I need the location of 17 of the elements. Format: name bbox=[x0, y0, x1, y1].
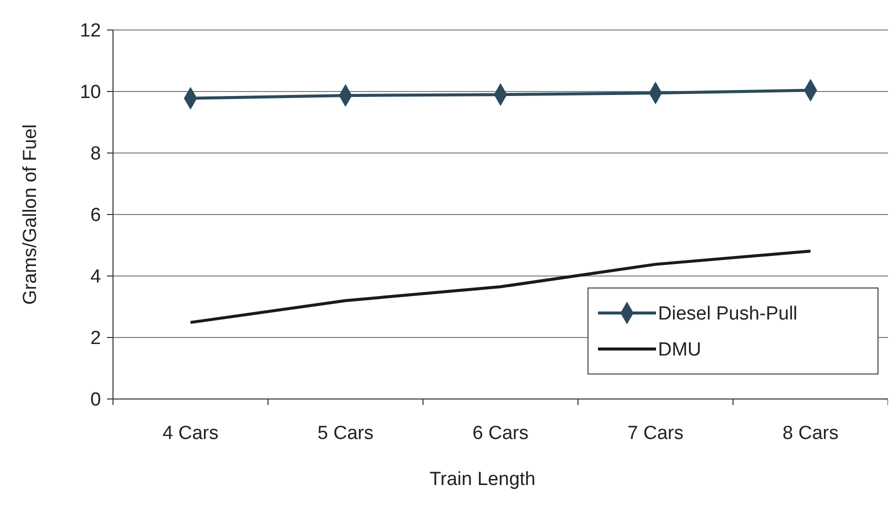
y-tick-label: 10 bbox=[80, 82, 101, 104]
y-tick-label: 2 bbox=[90, 328, 101, 350]
line-series bbox=[189, 250, 812, 324]
y-tick-label: 6 bbox=[90, 205, 101, 226]
x-tick-label: 7 Cars bbox=[628, 423, 684, 444]
y-tick-label: 0 bbox=[90, 390, 101, 411]
legend-label: DMU bbox=[658, 340, 702, 361]
x-axis-title: Train Length bbox=[430, 469, 536, 490]
x-tick-label: 5 Cars bbox=[318, 423, 374, 444]
x-tick-label: 8 Cars bbox=[782, 423, 838, 444]
y-tick-label: 4 bbox=[90, 266, 102, 288]
legend-label: Diesel Push-Pull bbox=[658, 304, 798, 325]
y-tick-label: 12 bbox=[80, 20, 101, 42]
x-tick-label: 4 Cars bbox=[162, 423, 218, 444]
x-tick-label: 6 Cars bbox=[472, 423, 528, 444]
y-axis-title: Grams/Gallon of Fuel bbox=[20, 124, 41, 305]
y-tick-label: 8 bbox=[90, 144, 101, 165]
